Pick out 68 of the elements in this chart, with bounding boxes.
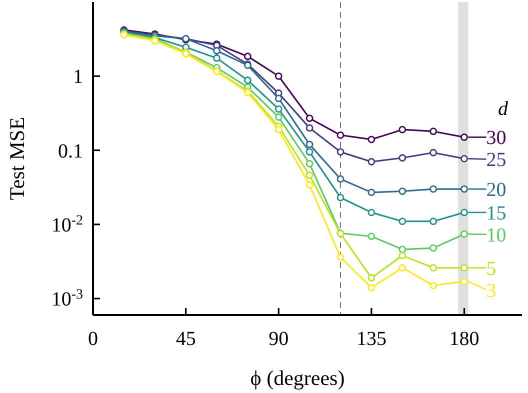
legend-label: 15 [486,202,506,224]
legend-label: 25 [486,149,506,172]
point [274,72,282,80]
point [336,131,344,139]
point [274,94,282,102]
point [398,126,406,134]
point [460,134,468,141]
point [460,154,468,162]
legend-label: 3 [486,280,496,302]
point [368,188,376,196]
point [460,230,468,238]
point [244,52,252,60]
point [336,194,344,202]
point [430,244,438,252]
point [306,114,314,122]
point [306,172,314,179]
point [398,252,406,260]
point [244,76,252,84]
point [460,278,468,286]
point [274,126,282,134]
point [368,136,376,144]
point [368,208,376,216]
point [213,47,220,54]
point [430,185,438,193]
x-tick-label: 45 [176,328,196,350]
point [430,282,438,290]
point [368,284,376,292]
point [460,264,468,272]
legend-label: 30 [486,127,506,150]
x-tick-label: 180 [449,328,480,350]
point [430,148,438,156]
point [274,105,282,113]
legend-label: 20 [486,179,506,202]
point [336,175,344,183]
x-tick-label: 90 [268,328,289,350]
point [368,158,376,166]
x-tick-label: 135 [356,328,386,350]
point [430,218,438,226]
point [213,54,220,62]
point [274,113,282,121]
y-tick-label: 0.1 [58,140,83,162]
legend-label: 5 [486,258,496,280]
y-tick-label: 1 [73,66,83,88]
point [306,148,314,156]
y-tick-label: 10$^{-3}$ [51,287,83,311]
point [306,181,314,189]
point [398,264,406,272]
point [336,254,344,262]
point [398,246,406,254]
point [430,128,438,136]
point [398,154,406,162]
point [368,232,376,240]
legend-title: d [498,98,509,120]
y-tick-label: 10$^{-2}$ [51,212,83,236]
point [460,208,468,216]
point [368,274,376,282]
point [306,140,314,148]
point [306,160,314,168]
point [398,218,406,226]
y-axis-title: Test MSE [5,116,29,200]
point [336,148,344,156]
point [306,124,314,132]
point [430,264,438,272]
x-axis-title: ϕ (degrees) [250,366,345,390]
x-tick-label: 0 [88,328,98,350]
point [398,188,406,195]
point [460,185,468,193]
legend-label: 10 [486,224,506,246]
